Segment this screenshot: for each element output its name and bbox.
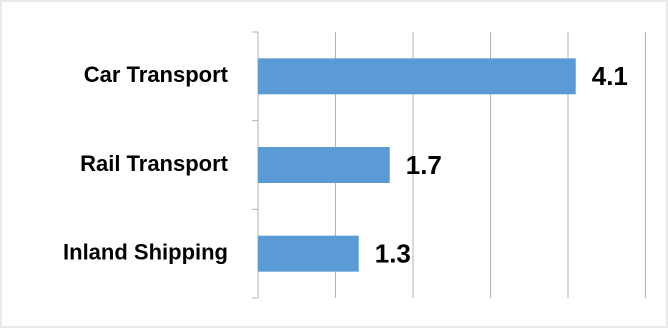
bar <box>258 235 359 272</box>
bar <box>258 58 576 95</box>
category-label: Car Transport <box>84 62 229 87</box>
data-label: 1.7 <box>406 150 442 180</box>
category-label: Rail Transport <box>80 151 229 176</box>
data-label: 1.3 <box>375 239 411 269</box>
category-label: Inland Shipping <box>63 239 228 264</box>
bars <box>258 58 576 272</box>
data-label: 4.1 <box>592 61 628 91</box>
labels: Car Transport 4.1 Rail Transport 1.7 Inland … <box>63 61 628 268</box>
bar <box>258 147 390 183</box>
